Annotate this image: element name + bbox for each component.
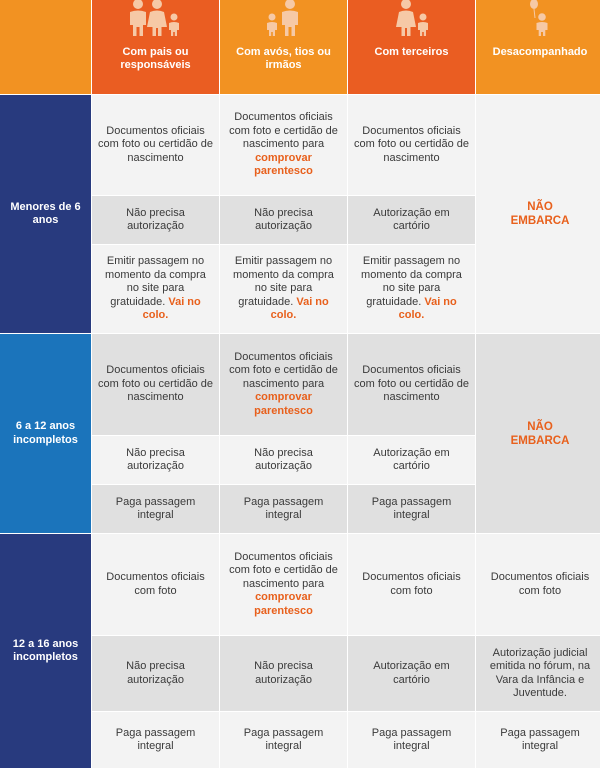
column-header-third-parties: Com terceiros (348, 0, 475, 94)
column-header-relatives: Com avós, tios ou irmãos (220, 0, 347, 94)
ticket-cell: Paga passagem integral (476, 712, 600, 768)
docs-cell: Documentos oficiais com foto ou certidão… (92, 95, 219, 195)
table-corner (0, 0, 91, 94)
docs-text: Documentos oficiais com foto e certidão … (229, 550, 338, 590)
no-boarding-label: NÃO EMBARCA (510, 201, 570, 227)
ticket-highlight: Vai no colo. (142, 295, 201, 322)
unaccompanied-cell: NÃO EMBARCA (476, 334, 600, 533)
age-group-label: 6 a 12 anos incompletos (0, 334, 91, 533)
auth-cell: Autorização em cartório (348, 196, 475, 244)
ticket-text: Emitir passagem no momento da compra no … (105, 255, 206, 308)
age-group-label: Menores de 6 anos (0, 95, 91, 333)
adult-with-child-icon (392, 0, 432, 36)
ticket-highlight: Vai no colo. (398, 295, 457, 322)
docs-highlight: comprovar parentesco (254, 591, 313, 617)
unaccompanied-cell: NÃO EMBARCA (476, 95, 600, 333)
auth-cell: Autorização em cartório (348, 436, 475, 484)
ticket-cell: Emitir passagem no momento da compra no … (220, 245, 347, 333)
docs-cell: Documentos oficiais com foto (92, 534, 219, 635)
auth-cell: Não precisa autorização (92, 196, 219, 244)
ticket-text: Emitir passagem no momento da compra no … (361, 255, 462, 308)
auth-cell: Autorização em cartório (348, 636, 475, 711)
docs-highlight: comprovar parentesco (254, 151, 313, 178)
column-header-label: Com avós, tios ou irmãos (236, 46, 331, 71)
ticket-cell: Paga passagem integral (92, 485, 219, 533)
auth-cell: Não precisa autorização (92, 636, 219, 711)
docs-cell: Documentos oficiais com foto e certidão … (220, 334, 347, 435)
docs-highlight: comprovar parentesco (254, 391, 313, 417)
docs-cell: Documentos oficiais com foto e certidão … (220, 95, 347, 195)
docs-text: Documentos oficiais com foto e certidão … (229, 111, 338, 151)
docs-cell: Documentos oficiais com foto (348, 534, 475, 635)
docs-cell: Documentos oficiais com foto ou certidão… (348, 95, 475, 195)
column-header-label: Com pais ou responsáveis (120, 46, 191, 71)
auth-cell: Não precisa autorização (220, 436, 347, 484)
auth-cell: Não precisa autorização (220, 196, 347, 244)
ticket-cell: Emitir passagem no momento da compra no … (348, 245, 475, 333)
docs-cell: Documentos oficiais com foto ou certidão… (348, 334, 475, 435)
ticket-cell: Paga passagem integral (348, 485, 475, 533)
ticket-cell: Paga passagem integral (92, 712, 219, 768)
docs-cell: Documentos oficiais com foto (476, 534, 600, 635)
child-with-balloon-icon (525, 0, 555, 36)
docs-cell: Documentos oficiais com foto ou certidão… (92, 334, 219, 435)
family-parents-child-icon (126, 0, 186, 36)
no-boarding-label: NÃO EMBARCA (510, 420, 570, 447)
column-header-label: Com terceiros (374, 46, 449, 58)
column-header-parents: Com pais ou responsáveis (92, 0, 219, 94)
ticket-text: Emitir passagem no momento da compra no … (233, 255, 334, 308)
auth-cell: Autorização judicial emitida no fórum, n… (476, 636, 600, 711)
ticket-cell: Paga passagem integral (220, 712, 347, 768)
auth-cell: Não precisa autorização (220, 636, 347, 711)
column-header-label: Desacompanhado (492, 46, 588, 58)
ticket-cell: Paga passagem integral (348, 712, 475, 768)
docs-text: Documentos oficiais com foto e certidão … (229, 350, 338, 390)
docs-cell: Documentos oficiais com foto e certidão … (220, 534, 347, 635)
family-relative-child-icon (264, 0, 304, 36)
column-header-unaccompanied: Desacompanhado (476, 0, 600, 94)
ticket-cell: Paga passagem integral (220, 485, 347, 533)
auth-cell: Não precisa autorização (92, 436, 219, 484)
ticket-highlight: Vai no colo. (270, 295, 329, 322)
ticket-cell: Emitir passagem no momento da compra no … (92, 245, 219, 333)
age-group-label: 12 a 16 anos incompletos (0, 534, 91, 768)
